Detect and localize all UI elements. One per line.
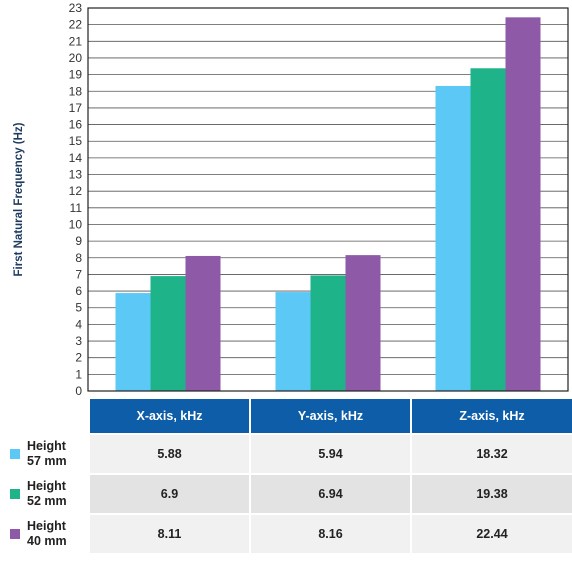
table-cell: 8.11: [88, 513, 249, 553]
table-cell: 6.94: [249, 473, 410, 513]
legend-swatch-40mm: [10, 529, 20, 539]
bar: [310, 275, 346, 391]
y-tick-label: 2: [75, 351, 82, 365]
row-label-height-52: Height 52 mm: [4, 473, 88, 513]
column-header-z-axis: Z-axis, kHz: [410, 399, 572, 433]
row-label-line2: 52 mm: [27, 494, 67, 508]
table-header-row: X-axis, kHz Y-axis, kHz Z-axis, kHz: [4, 399, 572, 433]
bar: [435, 85, 471, 391]
row-label-line1: Height: [27, 439, 66, 453]
y-tick-label: 14: [69, 151, 83, 165]
table-row: Height 52 mm 6.9 6.94 19.38: [4, 473, 572, 513]
y-tick-label: 0: [75, 384, 82, 398]
bar: [470, 68, 506, 391]
y-tick-label: 16: [69, 118, 83, 132]
bar: [505, 17, 541, 391]
y-tick-label: 12: [69, 184, 83, 198]
y-tick-label: 4: [75, 317, 82, 331]
bar: [275, 292, 311, 391]
y-tick-label: 11: [70, 201, 83, 215]
bar: [345, 255, 381, 391]
table-cell: 6.9: [88, 473, 249, 513]
table-cell: 22.44: [410, 513, 572, 553]
row-label-line2: 57 mm: [27, 454, 67, 468]
y-tick-label: 8: [75, 251, 82, 265]
y-tick-label: 23: [69, 1, 83, 15]
table-cell: 19.38: [410, 473, 572, 513]
y-tick-label: 7: [75, 267, 82, 281]
y-tick-label: 13: [69, 168, 83, 182]
legend-swatch-57mm: [10, 449, 20, 459]
y-axis-label: First Natural Frequency (Hz): [13, 122, 25, 276]
row-label-height-57: Height 57 mm: [4, 433, 88, 473]
y-tick-label: 5: [75, 301, 82, 315]
y-tick-label: 20: [69, 51, 83, 65]
table-corner: [4, 399, 88, 433]
bars: [115, 17, 541, 391]
row-label-line1: Height: [27, 519, 66, 533]
y-tick-label: 1: [75, 367, 82, 381]
bar: [115, 293, 151, 391]
legend-swatch-52mm: [10, 489, 20, 499]
y-tick-label: 19: [69, 68, 83, 82]
y-tick-label: 21: [69, 34, 83, 48]
row-label-line1: Height: [27, 479, 66, 493]
table-cell: 18.32: [410, 433, 572, 473]
column-header-y-axis: Y-axis, kHz: [249, 399, 410, 433]
table-cell: 8.16: [249, 513, 410, 553]
y-tick-label: 6: [75, 284, 82, 298]
column-header-x-axis: X-axis, kHz: [88, 399, 249, 433]
table-cell: 5.88: [88, 433, 249, 473]
plot-frame: [87, 7, 569, 392]
y-tick-label: 3: [75, 334, 82, 348]
y-tick-label: 15: [69, 134, 83, 148]
table-row: Height 40 mm 8.11 8.16 22.44: [4, 513, 572, 553]
table-cell: 5.94: [249, 433, 410, 473]
y-tick-label: 10: [69, 217, 83, 231]
row-label-height-40: Height 40 mm: [4, 513, 88, 553]
y-tick-label: 22: [69, 18, 83, 32]
bar: [150, 276, 186, 391]
y-tick-label: 18: [69, 84, 83, 98]
y-tick-label: 17: [69, 101, 83, 115]
bar: [185, 255, 221, 391]
data-table: X-axis, kHz Y-axis, kHz Z-axis, kHz Heig…: [4, 399, 572, 553]
table-row: Height 57 mm 5.88 5.94 18.32: [4, 433, 572, 473]
row-label-line2: 40 mm: [27, 534, 67, 548]
y-tick-label: 9: [75, 234, 82, 248]
